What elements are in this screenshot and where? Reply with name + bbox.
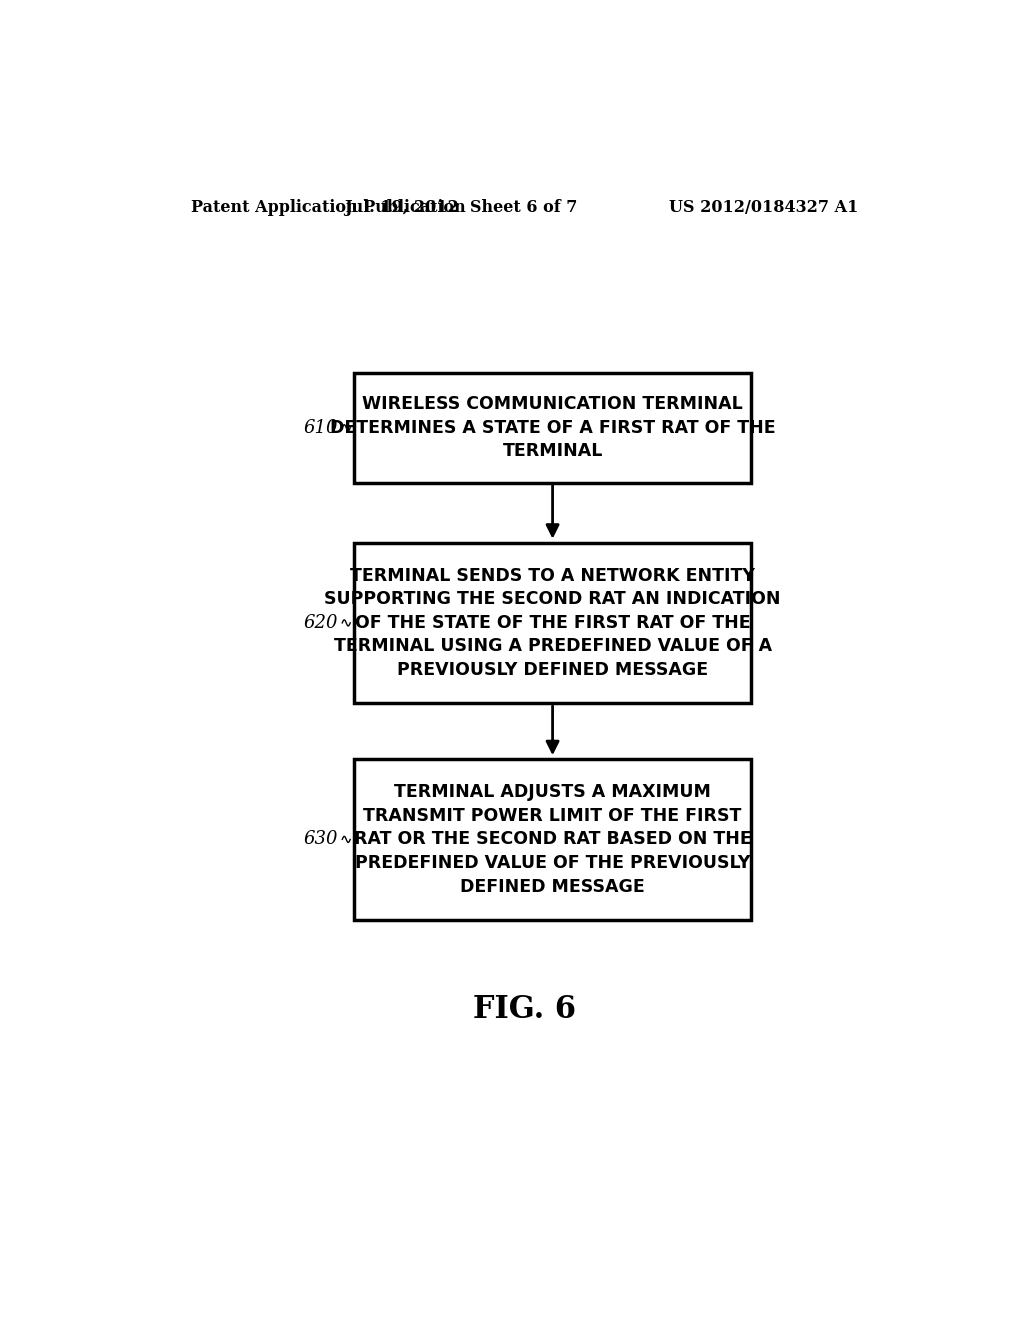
Bar [354,372,751,483]
Text: 620: 620 [304,614,338,632]
Text: 610: 610 [304,418,338,437]
Text: WIRELESS COMMUNICATION TERMINAL
DETERMINES A STATE OF A FIRST RAT OF THE
TERMINA: WIRELESS COMMUNICATION TERMINAL DETERMIN… [330,395,775,461]
Text: TERMINAL ADJUSTS A MAXIMUM
TRANSMIT POWER LIMIT OF THE FIRST
RAT OR THE SECOND R: TERMINAL ADJUSTS A MAXIMUM TRANSMIT POWE… [353,783,752,895]
Text: US 2012/0184327 A1: US 2012/0184327 A1 [669,199,858,215]
Text: Jul. 19, 2012  Sheet 6 of 7: Jul. 19, 2012 Sheet 6 of 7 [345,199,578,215]
Bar [354,759,751,920]
Text: 630: 630 [304,830,338,849]
Text: Patent Application Publication: Patent Application Publication [191,199,466,215]
Text: TERMINAL SENDS TO A NETWORK ENTITY
SUPPORTING THE SECOND RAT AN INDICATION
OF TH: TERMINAL SENDS TO A NETWORK ENTITY SUPPO… [325,566,781,678]
Text: FIG. 6: FIG. 6 [473,994,577,1024]
Bar [354,543,751,704]
